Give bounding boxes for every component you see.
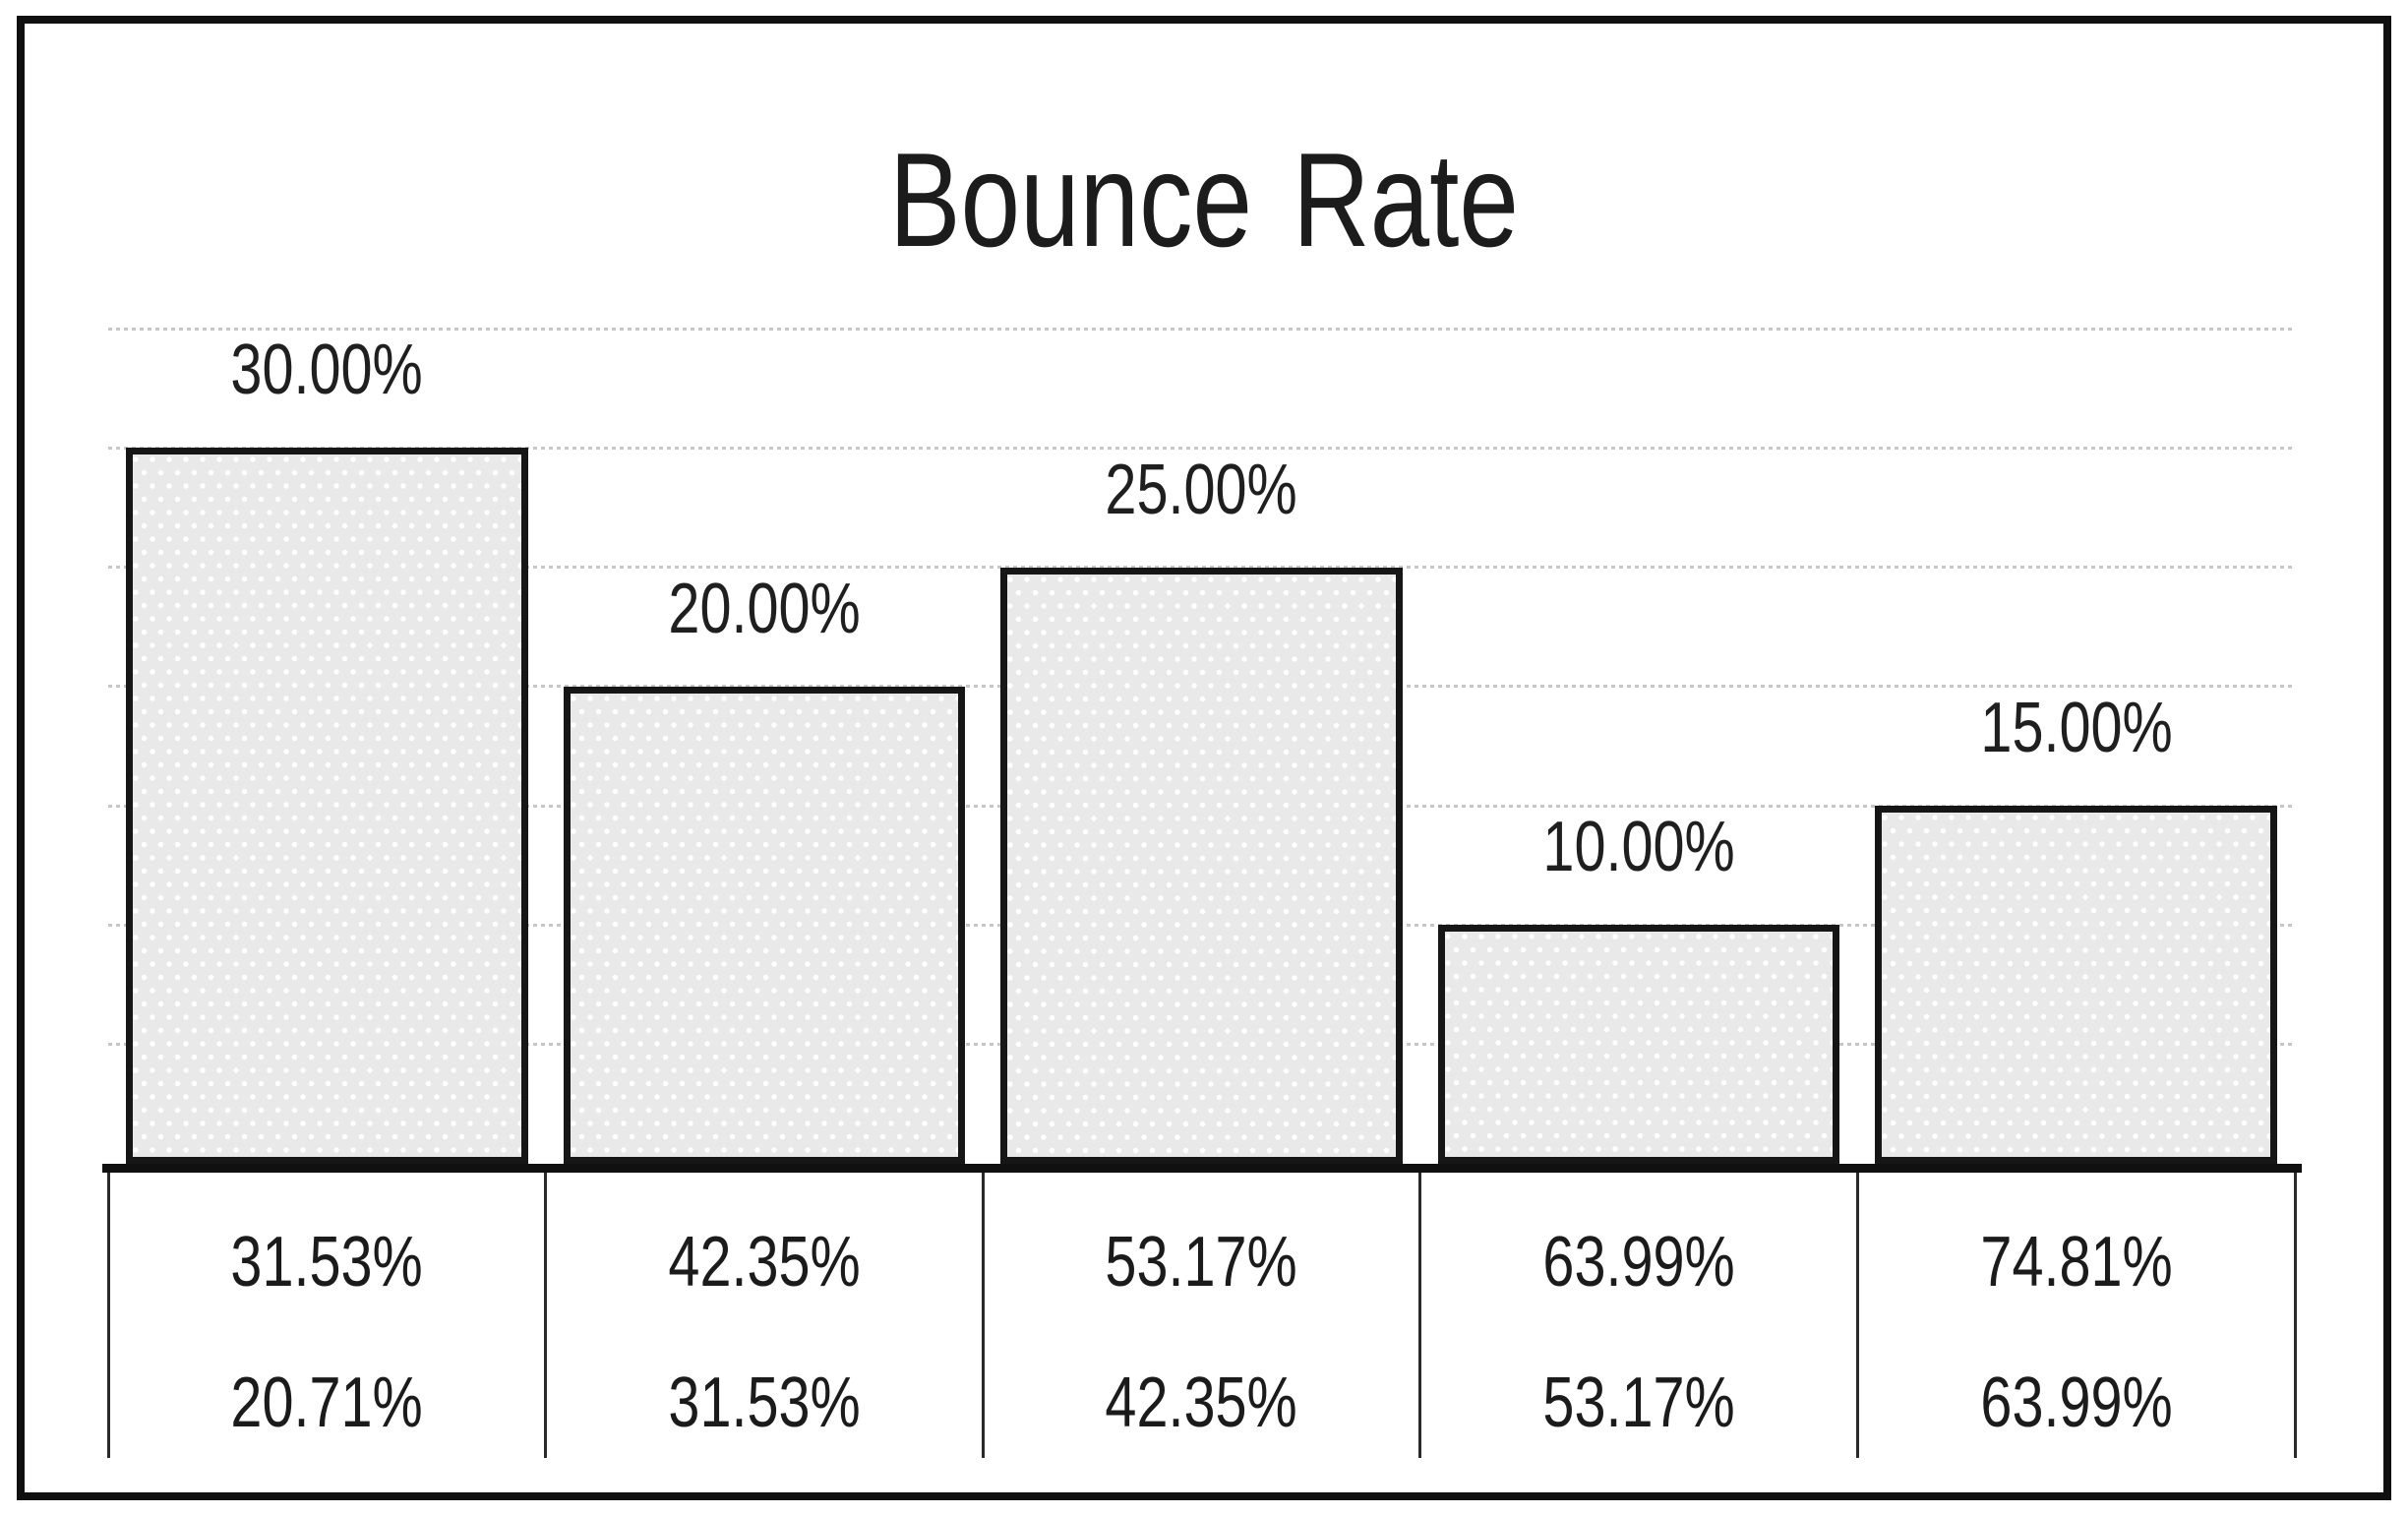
table-cell: 31.53%: [546, 1367, 984, 1442]
bar: [1437, 925, 1840, 1164]
chart-title: Bounce Rate: [0, 133, 2408, 267]
table-cell-text: 53.17%: [1105, 1223, 1298, 1302]
table-column-divider: [1855, 1173, 1859, 1458]
chart-title-text: Bounce Rate: [889, 125, 1519, 274]
bar-value-label: 10.00%: [1420, 812, 1858, 884]
bar-value-label: 25.00%: [983, 454, 1420, 527]
table-cell-text: 42.35%: [1105, 1364, 1298, 1442]
bar-value-label: 20.00%: [546, 574, 984, 646]
bar-value-label-text: 30.00%: [230, 331, 423, 410]
gridline: [108, 446, 2295, 450]
table-cell-text: 42.35%: [668, 1223, 861, 1302]
bar-value-label-text: 25.00%: [1105, 450, 1298, 529]
chart-outer-border: [17, 16, 2391, 1500]
table-cell-text: 63.99%: [1542, 1223, 1735, 1302]
table-cell: 63.99%: [1857, 1367, 2295, 1442]
bar-value-label-text: 10.00%: [1542, 808, 1735, 887]
bar-value-label: 15.00%: [1857, 693, 2295, 765]
table-cell: 42.35%: [546, 1227, 984, 1302]
bar: [126, 448, 528, 1164]
table-column-divider: [544, 1173, 548, 1458]
table-cell: 42.35%: [983, 1367, 1420, 1442]
table-cell: 63.99%: [1420, 1227, 1858, 1302]
bar: [1875, 806, 2277, 1164]
table-cell: 53.17%: [1420, 1367, 1858, 1442]
table-cell-text: 20.71%: [230, 1364, 423, 1442]
bar-value-label-text: 15.00%: [1979, 689, 2173, 768]
table-column-divider: [981, 1173, 985, 1458]
table-cell: 74.81%: [1857, 1227, 2295, 1302]
table-cell: 53.17%: [983, 1227, 1420, 1302]
table-cell: 20.71%: [108, 1367, 546, 1442]
bar-value-label: 30.00%: [108, 334, 546, 407]
table-cell: 31.53%: [108, 1227, 546, 1302]
table-cell-text: 74.81%: [1979, 1223, 2173, 1302]
table-cell-text: 31.53%: [668, 1364, 861, 1442]
bar: [1000, 567, 1403, 1164]
table-column-divider: [106, 1173, 110, 1458]
table-cell-text: 53.17%: [1542, 1364, 1735, 1442]
table-cell-text: 63.99%: [1979, 1364, 2173, 1442]
table-column-divider: [2293, 1173, 2297, 1458]
gridline: [108, 327, 2295, 331]
table-cell-text: 31.53%: [230, 1223, 423, 1302]
bar-value-label-text: 20.00%: [668, 569, 861, 648]
bar: [563, 686, 966, 1164]
x-axis-line: [102, 1164, 2302, 1173]
table-column-divider: [1418, 1173, 1422, 1458]
